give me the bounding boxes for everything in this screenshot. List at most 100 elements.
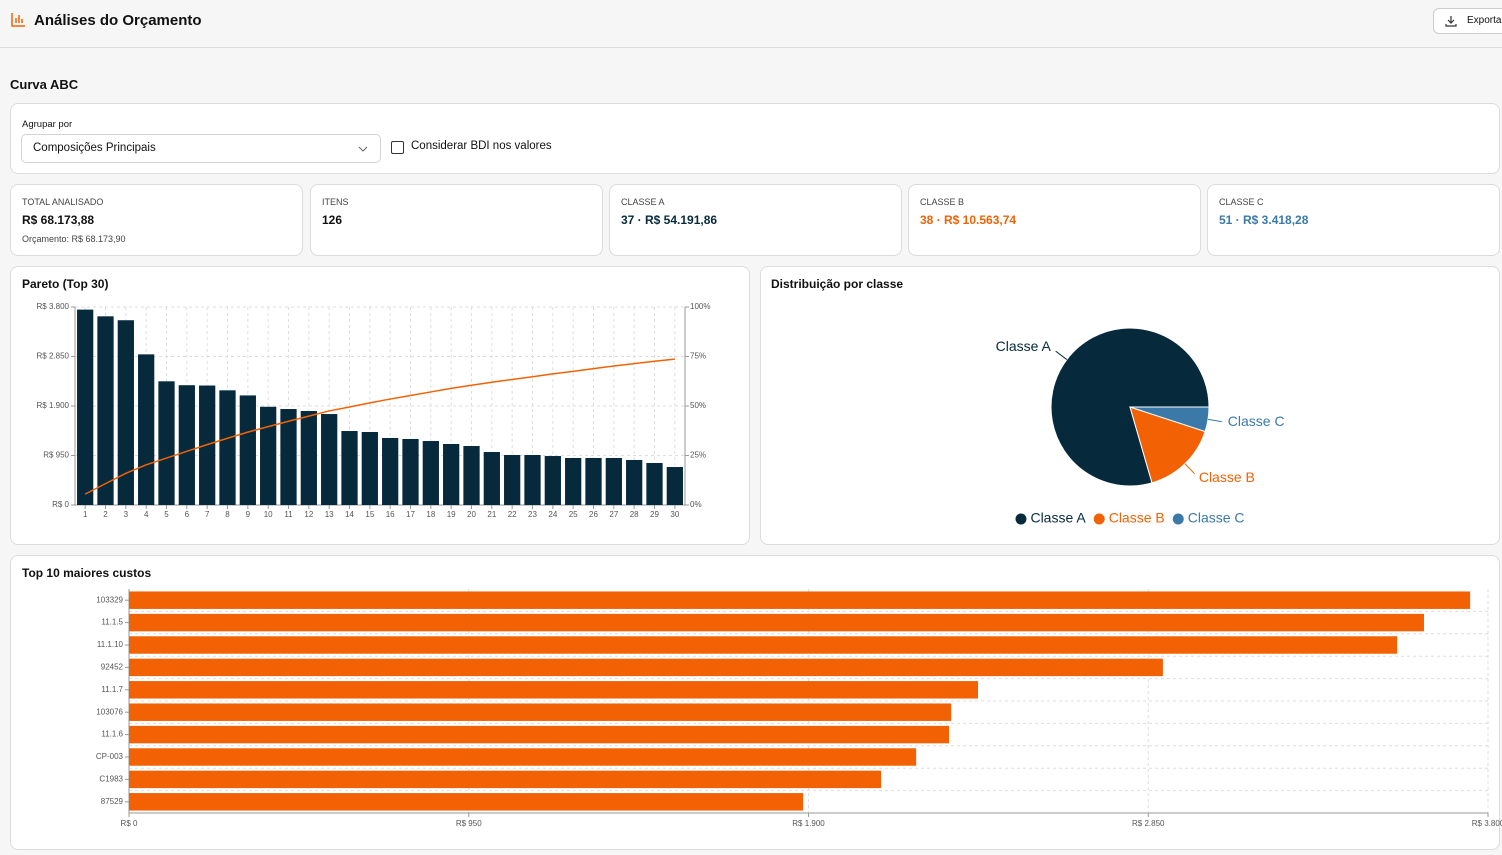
x-tick-label: 18 xyxy=(426,510,435,519)
x-tick-label: 26 xyxy=(589,510,598,519)
x-tick-label: 16 xyxy=(386,510,395,519)
cumulative-line xyxy=(84,358,675,495)
y-tick-label: C1983 xyxy=(99,775,123,784)
x-tick-label: 10 xyxy=(264,510,273,519)
x-tick-label: 28 xyxy=(630,510,639,519)
stat-value: 126 xyxy=(322,213,343,227)
bar xyxy=(158,381,175,505)
bar xyxy=(544,456,561,505)
x-tick-label: R$ 2.850 xyxy=(1132,819,1165,828)
bar xyxy=(178,385,195,505)
group-value: Composições Principais xyxy=(33,142,156,154)
group-select[interactable]: Composições Principais xyxy=(21,134,381,163)
bar xyxy=(402,438,419,505)
x-tick-label: 14 xyxy=(345,510,354,519)
stat-value: 38 · R$ 10.563,74 xyxy=(920,213,1017,227)
bar xyxy=(321,414,338,505)
bar xyxy=(129,748,917,766)
slice-label: Classe A xyxy=(996,338,1052,354)
bar xyxy=(361,432,378,505)
chart-title: Pareto (Top 30) xyxy=(22,277,108,291)
bar xyxy=(504,454,521,505)
bar xyxy=(129,658,1163,677)
x-tick-label: 24 xyxy=(548,510,557,519)
bar xyxy=(382,437,399,505)
bar xyxy=(666,467,683,505)
bar xyxy=(129,591,1471,609)
bar xyxy=(129,770,882,789)
bar xyxy=(129,793,804,811)
legend-label: Classe B xyxy=(1109,510,1165,526)
x-tick-label: 13 xyxy=(325,510,334,519)
slice-label: Classe C xyxy=(1228,413,1285,429)
chart-title: Top 10 maiores custos xyxy=(22,566,151,580)
stat-label: CLASSE A xyxy=(621,197,665,207)
stat-label: TOTAL ANALISADO xyxy=(22,197,104,207)
legend-label: Classe C xyxy=(1188,510,1245,526)
stat-label: CLASSE C xyxy=(1219,197,1264,207)
bar xyxy=(300,411,317,505)
bar xyxy=(219,390,236,505)
x-tick-label: R$ 0 xyxy=(121,819,138,828)
y-tick-label: R$ 2.850 xyxy=(37,352,70,361)
bar xyxy=(585,458,602,505)
y-tick-label: 11.1.7 xyxy=(101,685,123,694)
x-tick-label: R$ 3.800 xyxy=(1472,819,1502,828)
stat-card: ITENS 126 xyxy=(310,184,603,256)
stat-label: CLASSE B xyxy=(920,197,965,207)
bar xyxy=(280,409,297,505)
x-tick-label: 9 xyxy=(246,510,251,519)
x-tick-label: 3 xyxy=(124,510,129,519)
bar xyxy=(97,316,114,505)
section-title: Curva ABC xyxy=(10,77,79,92)
export-label: Exportar xyxy=(1467,15,1502,26)
y-tick-label: R$ 950 xyxy=(43,451,69,460)
slice-label: Classe B xyxy=(1199,469,1255,485)
stat-value: R$ 68.173,88 xyxy=(22,213,95,227)
y-tick-label: 103076 xyxy=(96,707,123,716)
y-tick-label: R$ 1.900 xyxy=(37,401,70,410)
x-tick-label: 19 xyxy=(447,510,456,519)
x-tick-label: 4 xyxy=(144,510,149,519)
bdi-checkbox[interactable] xyxy=(391,141,404,154)
stat-card: CLASSE B 38 · R$ 10.563,74 xyxy=(908,184,1201,256)
bar xyxy=(129,681,979,699)
bar xyxy=(605,458,622,505)
pie-card xyxy=(760,266,1500,545)
y-tick-label: 11.1.6 xyxy=(101,730,123,739)
x-tick-label: 29 xyxy=(650,510,659,519)
x-tick-label: 2 xyxy=(103,510,108,519)
bar xyxy=(463,446,480,505)
bar xyxy=(422,441,439,505)
x-tick-label: R$ 950 xyxy=(456,819,482,828)
bar xyxy=(129,613,1424,632)
x-tick-label: 15 xyxy=(365,510,374,519)
download-icon xyxy=(1445,16,1457,27)
stat-label: ITENS xyxy=(322,197,349,207)
y-tick-label: 92452 xyxy=(101,663,124,672)
x-tick-label: 6 xyxy=(185,510,190,519)
y2-tick-label: 0% xyxy=(690,500,702,509)
y-tick-label: 87529 xyxy=(101,797,124,806)
pie-slice xyxy=(1050,327,1210,487)
label-line xyxy=(1184,463,1196,475)
bar xyxy=(565,458,582,505)
label-line xyxy=(1055,350,1068,360)
top-bar: Análises do Orçamento Exportar xyxy=(0,0,1502,48)
bar xyxy=(77,309,94,505)
stat-card: CLASSE A 37 · R$ 54.191,86 xyxy=(609,184,902,256)
bdi-label: Considerar BDI nos valores xyxy=(411,140,552,152)
stat-card: TOTAL ANALISADO R$ 68.173,88 Orçamento: R$… xyxy=(10,184,303,256)
export-button[interactable]: Exportar xyxy=(1433,8,1502,34)
y2-tick-label: 25% xyxy=(690,451,706,460)
bar xyxy=(260,406,277,505)
bar xyxy=(443,443,460,505)
stat-card: CLASSE C 51 · R$ 3.418,28 xyxy=(1207,184,1500,256)
y2-tick-label: 100% xyxy=(690,302,710,311)
y-tick-label: R$ 3.800 xyxy=(37,302,70,311)
x-tick-label: 21 xyxy=(487,510,496,519)
bar xyxy=(626,459,643,505)
bar xyxy=(117,320,134,505)
page-title: Análises do Orçamento xyxy=(34,12,202,29)
bar xyxy=(524,454,541,505)
